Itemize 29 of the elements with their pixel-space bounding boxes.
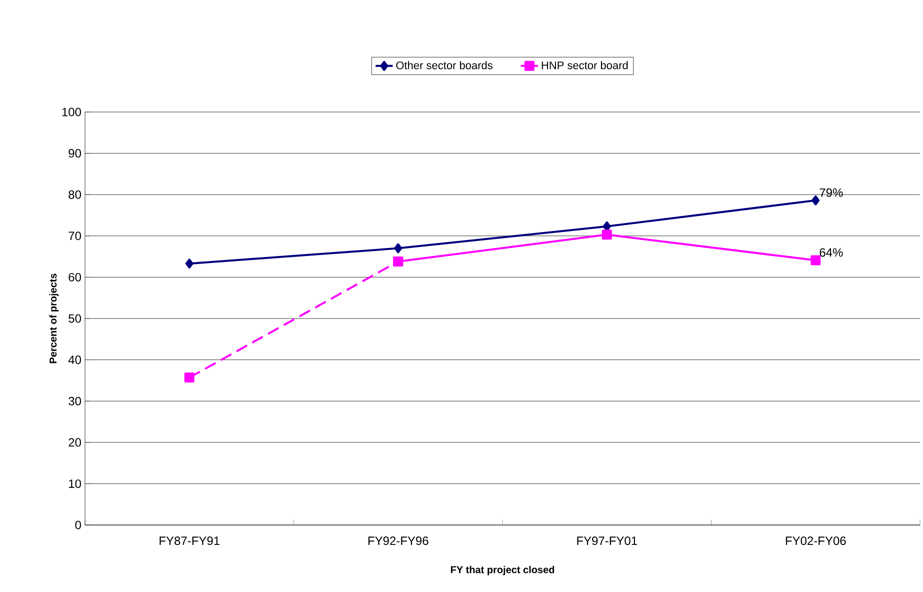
x-tick-label: FY87-FY91: [160, 536, 220, 546]
y-tick-label: 90: [68, 149, 82, 158]
point: [394, 243, 402, 254]
point: [812, 195, 820, 206]
y-tick-label: 20: [68, 438, 82, 447]
x-axis-title: FY that project closed: [450, 566, 554, 576]
y-tick-label: 40: [68, 356, 82, 364]
y-axis-title: Percent of projects: [49, 274, 59, 364]
x-tick-label: FY02-FY06: [786, 536, 846, 546]
y-tick-label: 100: [62, 108, 81, 116]
point: [602, 230, 612, 240]
annotation: 79%: [820, 188, 843, 197]
y-tick-label: 0: [75, 520, 82, 530]
point: [393, 256, 404, 267]
point: [185, 258, 194, 269]
y-tick-label: 60: [68, 272, 82, 282]
x-tick-label: FY97-FY01: [577, 536, 637, 546]
point: [810, 255, 821, 266]
y-tick-label: 50: [68, 314, 82, 323]
x-tick-label: FY92-FY96: [368, 536, 428, 546]
legend-label: HNP sector board: [542, 61, 628, 70]
y-tick-label: 30: [68, 396, 82, 406]
y-tick-label: 70: [68, 232, 82, 240]
legend-label: Other sector boards: [396, 61, 492, 70]
y-tick-label: 10: [69, 479, 82, 488]
point: [602, 221, 611, 232]
y-tick-label: 80: [68, 190, 82, 199]
point: [184, 372, 194, 383]
annotation: 64%: [820, 248, 843, 257]
